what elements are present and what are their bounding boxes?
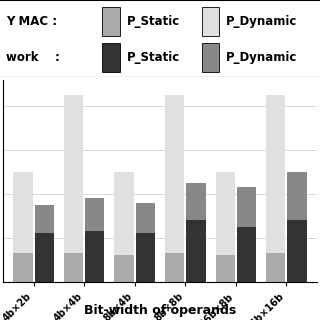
Bar [165, 95, 184, 253]
Bar [85, 198, 104, 231]
Bar [266, 253, 285, 282]
Bar [266, 95, 285, 253]
Text: P_Dynamic: P_Dynamic [226, 15, 297, 28]
Bar [287, 220, 307, 282]
Text: P_Static: P_Static [126, 51, 180, 64]
Text: P_Static: P_Static [126, 15, 180, 28]
Bar [85, 231, 104, 282]
Bar [237, 188, 256, 227]
Bar [136, 233, 155, 282]
Bar [202, 43, 219, 72]
Bar [237, 227, 256, 282]
Bar [13, 172, 33, 253]
Bar [64, 253, 83, 282]
Bar [115, 172, 134, 255]
Bar [136, 203, 155, 233]
Bar [102, 7, 120, 36]
Bar [202, 7, 219, 36]
Bar [13, 253, 33, 282]
Text: Y MAC :: Y MAC : [6, 15, 58, 28]
Bar [35, 233, 54, 282]
Bar [216, 172, 235, 255]
Bar [165, 253, 184, 282]
Bar [186, 220, 205, 282]
Bar [102, 43, 120, 72]
Bar [216, 255, 235, 282]
Bar [186, 183, 205, 220]
Bar [287, 172, 307, 220]
Bar [64, 95, 83, 253]
Text: Bit-width of operands: Bit-width of operands [84, 304, 236, 317]
Text: P_Dynamic: P_Dynamic [226, 51, 297, 64]
Bar [115, 255, 134, 282]
Text: work    :: work : [6, 51, 60, 64]
Bar [35, 205, 54, 233]
